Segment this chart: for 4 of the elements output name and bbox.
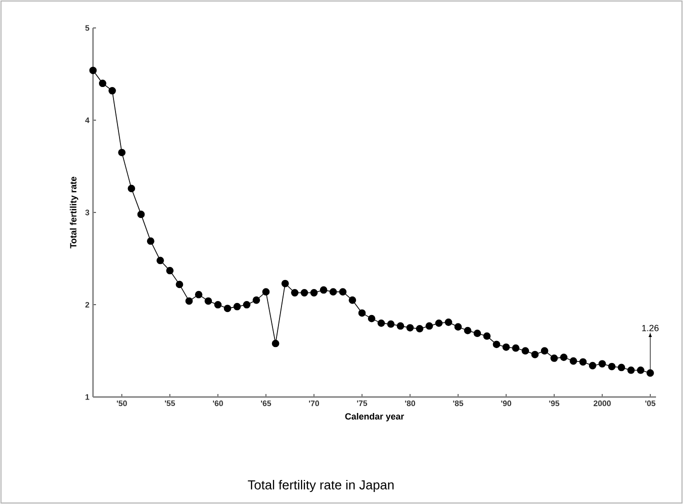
text: Total fertility rate in Japan	[248, 480, 394, 492]
y-axis-title: Total fertility rate	[70, 176, 78, 248]
annotation: 1.26	[642, 324, 659, 332]
x-axis-title: Calendar year	[345, 412, 404, 422]
